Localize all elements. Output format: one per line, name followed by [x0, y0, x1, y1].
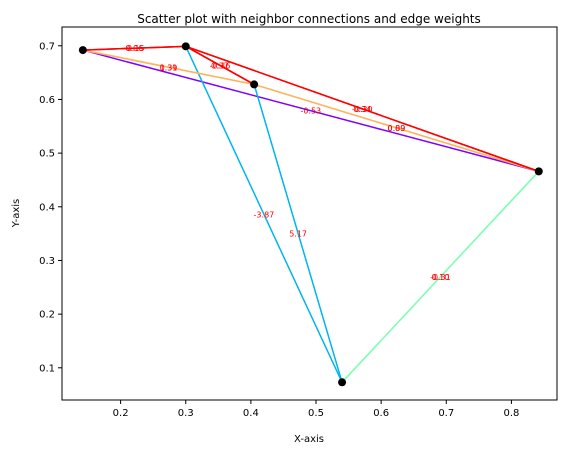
x-tick-label: 0.8: [503, 408, 519, 419]
edge-weight-label: -0.15: [124, 44, 145, 53]
edge-weight-label: -0.30: [352, 105, 373, 114]
y-tick-label: 0.4: [39, 202, 55, 213]
edge-labels-layer: -0.53 5.17 -3.87 -0.310.10 0.391.31 0.090.89 0…: [124, 44, 451, 282]
data-point: [181, 42, 190, 51]
edge-weight-label: -0.53: [300, 107, 321, 116]
edge-line: [185, 45, 255, 86]
data-point: [78, 46, 87, 55]
edge-weight-label: 0.89: [388, 124, 406, 133]
y-tick-label: 0.5: [39, 149, 55, 160]
x-tick-label: 0.4: [243, 408, 259, 419]
y-tick-label: 0.7: [39, 41, 55, 52]
edge-weight-label: 0.10: [432, 273, 450, 282]
data-point: [534, 167, 543, 176]
edge-line: [82, 45, 186, 51]
edge-weight-label: 0.39: [160, 63, 178, 72]
edge-weight-label: 1.31: [160, 63, 178, 72]
data-point: [338, 378, 347, 387]
x-tick-label: 0.5: [308, 408, 324, 419]
y-tick-label: 0.2: [39, 310, 55, 321]
edge-line: [253, 83, 539, 173]
edge-line: [341, 170, 540, 383]
y-tick-label: 0.6: [39, 95, 55, 106]
edge-line: [82, 49, 539, 173]
edge-weight-label: 5.17: [289, 229, 307, 238]
edges-layer: [82, 45, 540, 383]
x-axis-ticks: 0.2 0.3 0.4 0.5 0.6 0.7 0.8: [113, 400, 519, 419]
edge-line: [82, 49, 255, 86]
x-tick-label: 0.2: [113, 408, 129, 419]
edge-weight-label: -0.36: [210, 61, 231, 70]
y-tick-label: 0.3: [39, 256, 55, 267]
edge-weight-label: 0.06: [125, 44, 143, 53]
y-tick-label: 0.1: [39, 363, 55, 374]
data-point: [250, 80, 259, 89]
y-axis-title: Y-axis: [11, 199, 22, 229]
edge-weight-label: 0.37: [211, 61, 229, 70]
x-tick-label: 0.3: [178, 408, 194, 419]
y-axis-ticks: 0.1 0.2 0.3 0.4 0.5 0.6 0.7: [39, 41, 62, 374]
chart-title: Scatter plot with neighbor connections a…: [137, 12, 481, 26]
edge-weight-label: -3.87: [254, 210, 275, 219]
x-tick-label: 0.7: [438, 408, 454, 419]
edge-weight-label: 0.09: [388, 124, 406, 133]
edge-line: [185, 46, 343, 383]
x-axis-title: X-axis: [294, 434, 324, 445]
plot-frame: [61, 26, 558, 401]
edge-line: [253, 84, 343, 383]
x-tick-label: 0.6: [373, 408, 389, 419]
edge-weight-label: 0.34: [353, 105, 371, 114]
edge-weight-label: -0.31: [430, 273, 451, 282]
points-layer: [78, 42, 543, 387]
edge-line: [185, 45, 540, 173]
